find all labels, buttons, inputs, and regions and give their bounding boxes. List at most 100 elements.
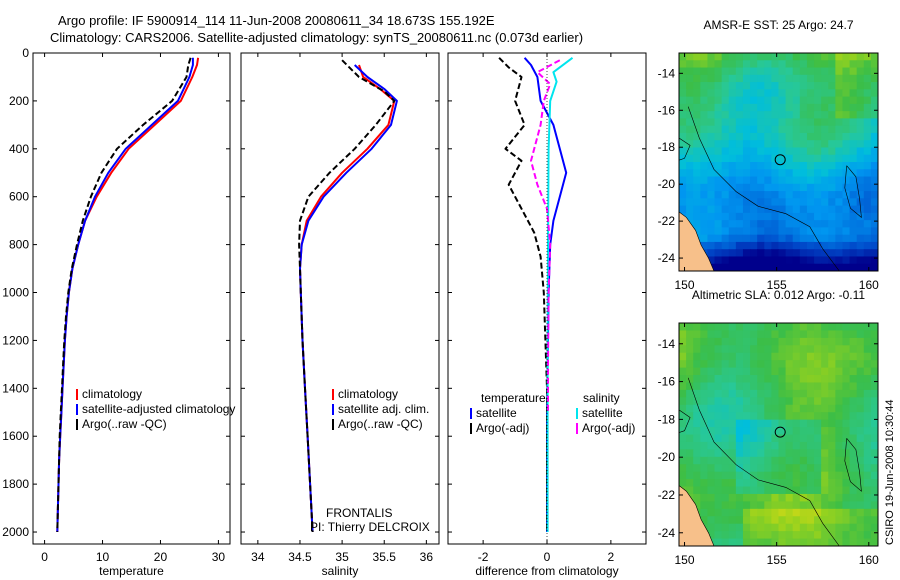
sla-field-cell bbox=[743, 412, 751, 420]
sla-field-cell bbox=[686, 375, 694, 383]
sst-field-cell bbox=[729, 97, 737, 105]
sla-field-cell bbox=[679, 360, 687, 368]
sla-field-cell bbox=[786, 472, 794, 480]
sst-field-cell bbox=[842, 111, 850, 119]
sst-field-cell bbox=[743, 242, 751, 250]
sla-field-cell bbox=[814, 531, 822, 539]
sla-field-cell bbox=[722, 323, 730, 331]
sst-field-cell bbox=[700, 155, 708, 163]
sla-field-cell bbox=[871, 539, 879, 547]
sst-field-cell bbox=[700, 126, 708, 134]
sst-field-cell bbox=[729, 177, 737, 185]
sla-field-cell bbox=[707, 487, 715, 495]
sla-field-cell bbox=[828, 516, 836, 524]
sst-field-cell bbox=[857, 235, 865, 243]
sst-field-cell bbox=[764, 126, 772, 134]
sst-field-cell bbox=[871, 191, 879, 199]
sla-field-cell bbox=[842, 330, 850, 338]
sst-field-cell bbox=[715, 60, 723, 68]
sla-field-cell bbox=[750, 494, 758, 502]
sla-lat-tick-label: -24 bbox=[658, 526, 676, 540]
sst-field-cell bbox=[828, 177, 836, 185]
sst-field-cell bbox=[722, 97, 730, 105]
sla-field-cell bbox=[842, 405, 850, 413]
sst-field-cell bbox=[807, 111, 815, 119]
sst-field-cell bbox=[729, 227, 737, 235]
depth-tick-label: 1200 bbox=[2, 333, 29, 347]
sla-field-cell bbox=[842, 539, 850, 547]
sst-field-cell bbox=[693, 220, 701, 228]
sst-field-cell bbox=[793, 53, 801, 61]
sst-field-cell bbox=[707, 68, 715, 76]
sst-field-cell bbox=[757, 126, 765, 134]
sst-field-cell bbox=[750, 147, 758, 155]
figure-title-line1: Argo profile: IF 5900914_114 11-Jun-2008… bbox=[58, 13, 495, 28]
sla-field-cell bbox=[750, 501, 758, 509]
sst-field-cell bbox=[793, 220, 801, 228]
sst-map-title: AMSR-E SST: 25 Argo: 24.7 bbox=[703, 18, 853, 32]
sla-field-cell bbox=[850, 420, 858, 428]
sst-field-cell bbox=[800, 89, 808, 97]
sst-field-cell bbox=[807, 140, 815, 148]
sla-field-cell bbox=[807, 382, 815, 390]
sst-field-cell bbox=[850, 184, 858, 192]
sst-field-cell bbox=[786, 133, 794, 141]
sst-field-cell bbox=[864, 249, 872, 257]
map-panel-sla: Altimetric SLA: 0.012 Argo: -0.11150 155 1… bbox=[658, 288, 879, 567]
sst-field-cell bbox=[722, 53, 730, 61]
sst-field-cell bbox=[786, 220, 794, 228]
sst-field-cell bbox=[686, 184, 694, 192]
sst-field-cell bbox=[871, 147, 879, 155]
sla-field-cell bbox=[707, 397, 715, 405]
sst-field-cell bbox=[828, 140, 836, 148]
sst-field-cell bbox=[679, 191, 687, 199]
sst-field-cell bbox=[842, 206, 850, 214]
sst-field-cell bbox=[757, 60, 765, 68]
sst-field-cell bbox=[835, 97, 843, 105]
sla-field-cell bbox=[842, 412, 850, 420]
sla-field-cell bbox=[800, 464, 808, 472]
argo-profile-figure: { "header": { "line1": "Argo profile: IF… bbox=[0, 0, 900, 580]
sst-field-cell bbox=[842, 184, 850, 192]
sst-field-cell bbox=[707, 118, 715, 126]
sst-field-cell bbox=[679, 53, 687, 61]
sst-field-cell bbox=[757, 177, 765, 185]
sst-field-cell bbox=[757, 147, 765, 155]
sst-field-cell bbox=[750, 213, 758, 221]
sst-field-cell bbox=[679, 147, 687, 155]
difference-legend-label: Argo(-adj) bbox=[476, 421, 529, 435]
sst-field-cell bbox=[842, 82, 850, 90]
sst-field-cell bbox=[700, 53, 708, 61]
sla-field-cell bbox=[757, 472, 765, 480]
sla-field-cell bbox=[729, 390, 737, 398]
sla-field-cell bbox=[757, 457, 765, 465]
sst-field-cell bbox=[857, 264, 865, 272]
sla-field-cell bbox=[800, 353, 808, 361]
sla-field-cell bbox=[764, 531, 772, 539]
sla-field-cell bbox=[779, 390, 787, 398]
sst-field-cell bbox=[679, 111, 687, 119]
sst-field-cell bbox=[771, 118, 779, 126]
sla-field-cell bbox=[864, 516, 872, 524]
sst-field-cell bbox=[807, 89, 815, 97]
sla-field-cell bbox=[857, 501, 865, 509]
sst-field-cell bbox=[793, 118, 801, 126]
sla-field-cell bbox=[835, 531, 843, 539]
sst-field-cell bbox=[828, 53, 836, 61]
sst-field-cell bbox=[864, 155, 872, 163]
sst-field-cell bbox=[779, 111, 787, 119]
sla-field-cell bbox=[736, 479, 744, 487]
sst-field-cell bbox=[864, 191, 872, 199]
sst-field-cell bbox=[715, 89, 723, 97]
sst-field-cell bbox=[871, 206, 879, 214]
sst-field-cell bbox=[693, 111, 701, 119]
sst-field-cell bbox=[729, 242, 737, 250]
sla-field-cell bbox=[786, 412, 794, 420]
sla-field-cell bbox=[864, 539, 872, 547]
sst-field-cell bbox=[864, 184, 872, 192]
sst-field-cell bbox=[715, 235, 723, 243]
sst-field-cell bbox=[729, 155, 737, 163]
sla-field-cell bbox=[864, 390, 872, 398]
sst-field-cell bbox=[686, 104, 694, 112]
sla-field-cell bbox=[828, 479, 836, 487]
